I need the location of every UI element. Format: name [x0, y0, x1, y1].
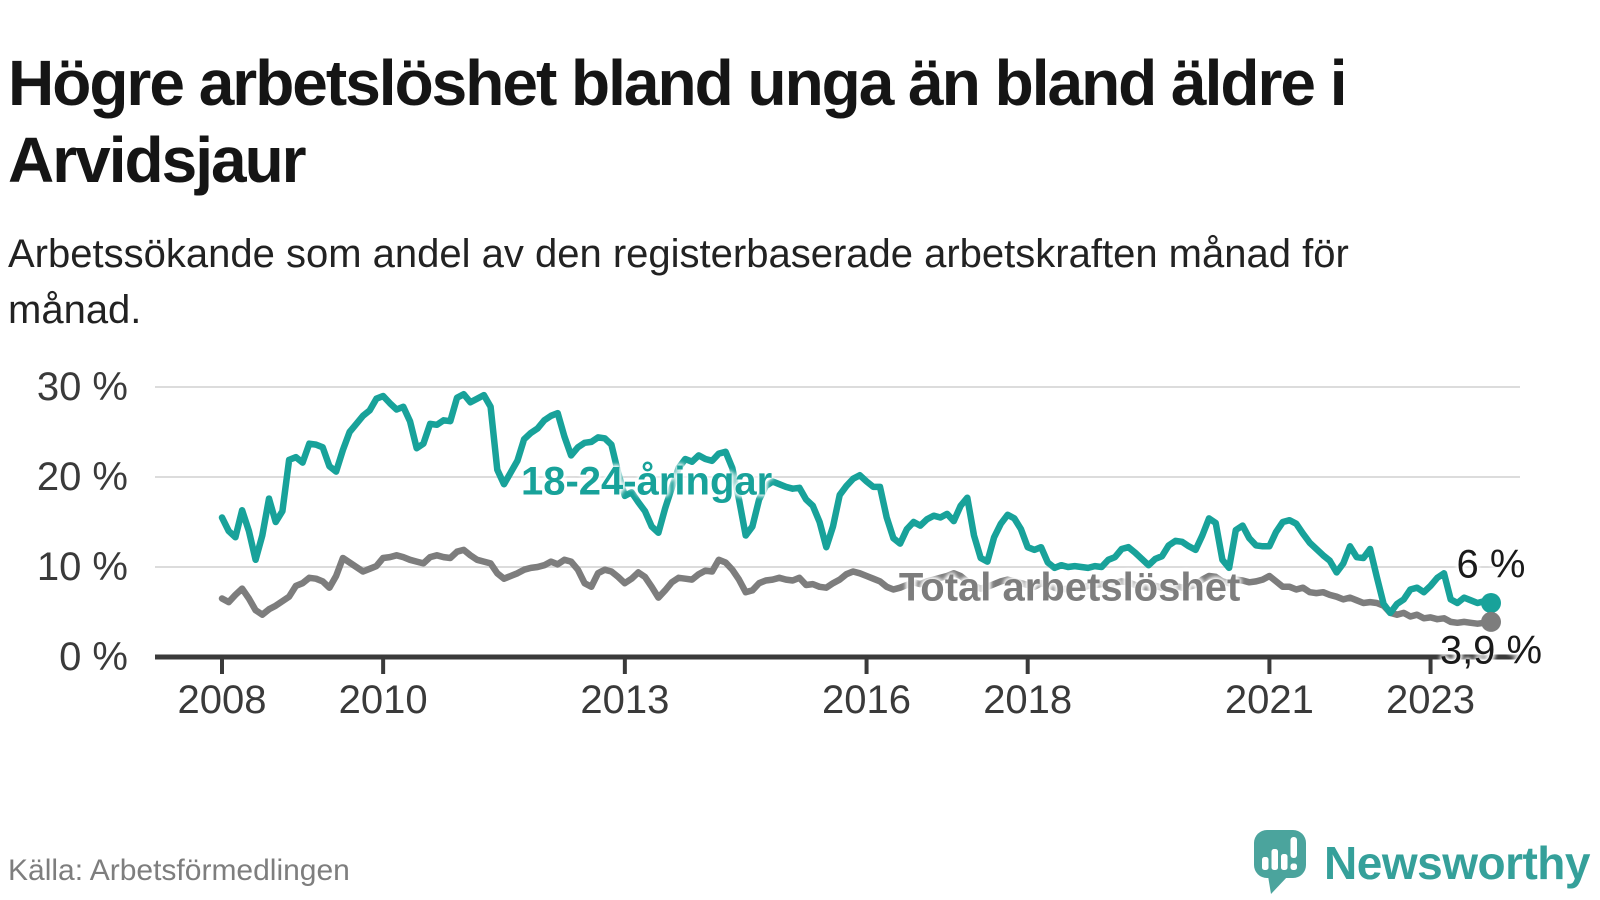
source-note: Källa: Arbetsförmedlingen — [8, 854, 350, 887]
brand-footer: Newsworthy — [1252, 830, 1590, 896]
page-title: Högre arbetslöshet bland unga än bland ä… — [8, 46, 1348, 196]
newsworthy-logo-icon — [1254, 830, 1307, 894]
series-line — [218, 390, 1495, 617]
series-line — [218, 546, 1495, 627]
brand-wordmark: Newsworthy — [1324, 837, 1590, 889]
series-end-dot — [1481, 611, 1501, 632]
page-subtitle: Arbetssökande som andel av den registerb… — [8, 232, 1349, 332]
series-end-dot — [1481, 593, 1501, 613]
